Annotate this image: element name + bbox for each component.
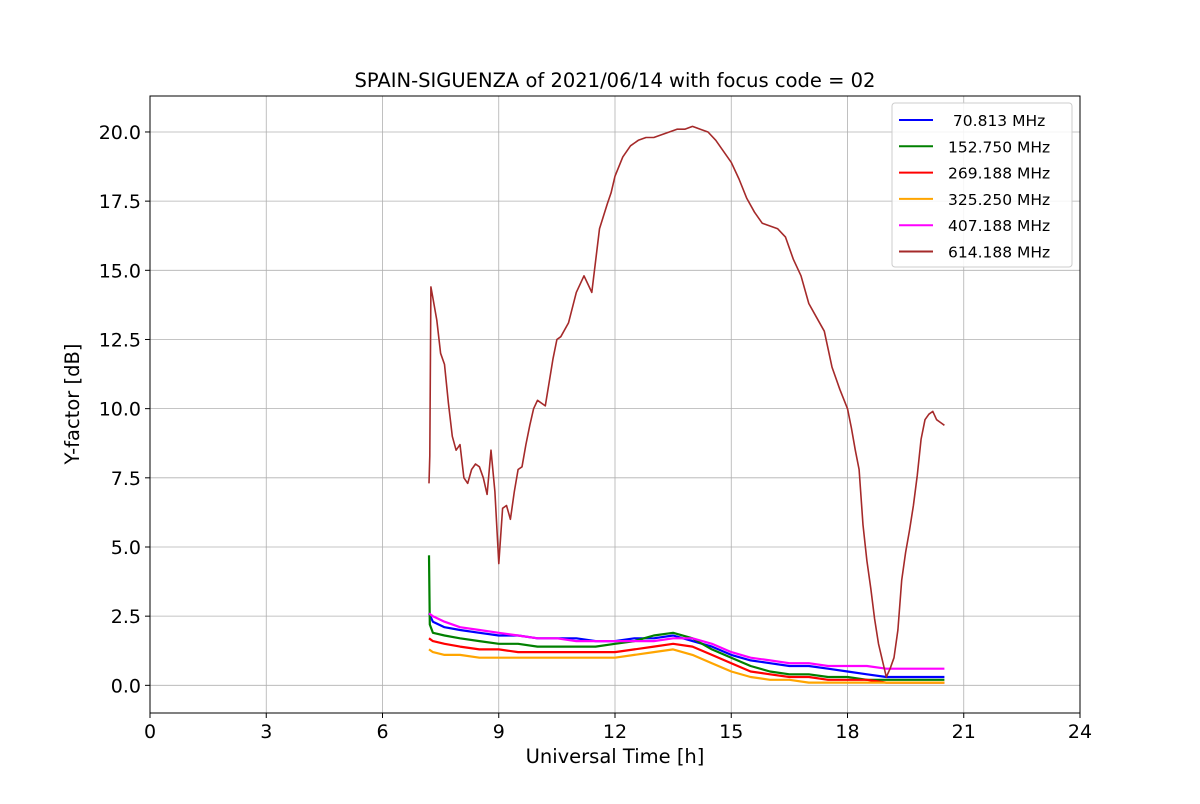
chart-title: SPAIN-SIGUENZA of 2021/06/14 with focus … bbox=[355, 69, 876, 92]
series-line bbox=[428, 648, 945, 684]
y-axis-label: Y-factor [dB] bbox=[61, 344, 84, 466]
x-tick-label: 12 bbox=[603, 721, 627, 743]
series-line bbox=[427, 555, 945, 681]
y-axis-ticks: 0.0 2.5 5.0 7.5 10.0 12.5 15.0 17.5 20.0 bbox=[99, 122, 150, 697]
x-tick-label: 18 bbox=[835, 721, 859, 743]
x-tick-label: 6 bbox=[376, 721, 388, 743]
legend-label: 152.750 MHz bbox=[948, 138, 1050, 156]
legend-label: 407.188 MHz bbox=[948, 217, 1050, 235]
y-tick-label: 17.5 bbox=[99, 191, 141, 213]
series-line bbox=[428, 612, 945, 670]
legend-label: 269.188 MHz bbox=[948, 165, 1050, 183]
series-line bbox=[428, 125, 945, 678]
y-tick-label: 10.0 bbox=[99, 399, 141, 421]
x-axis-label: Universal Time [h] bbox=[526, 745, 705, 768]
y-tick-label: 7.5 bbox=[111, 468, 141, 490]
legend: 70.813 MHz 152.750 MHz 269.188 MHz 325.250 … bbox=[891, 102, 1073, 268]
series-lines bbox=[427, 125, 945, 684]
series-line bbox=[428, 612, 945, 679]
y-tick-label: 5.0 bbox=[111, 537, 141, 559]
x-tick-label: 15 bbox=[719, 721, 743, 743]
x-axis-ticks: 0 3 6 9 12 15 18 21 24 bbox=[144, 713, 1092, 743]
x-tick-label: 21 bbox=[952, 721, 976, 743]
y-tick-label: 12.5 bbox=[99, 329, 141, 351]
series-line bbox=[428, 637, 945, 684]
y-tick-label: 0.0 bbox=[111, 675, 141, 697]
x-tick-label: 9 bbox=[493, 721, 505, 743]
legend-label: 614.188 MHz bbox=[948, 244, 1050, 262]
y-tick-label: 15.0 bbox=[99, 260, 141, 282]
y-tick-label: 2.5 bbox=[111, 606, 141, 628]
legend-box bbox=[891, 102, 1073, 268]
x-tick-label: 3 bbox=[260, 721, 272, 743]
legend-label: 325.250 MHz bbox=[948, 191, 1050, 209]
x-tick-label: 0 bbox=[144, 721, 156, 743]
legend-label: 70.813 MHz bbox=[948, 112, 1045, 130]
x-tick-label: 24 bbox=[1068, 721, 1092, 743]
y-tick-label: 20.0 bbox=[99, 122, 141, 144]
